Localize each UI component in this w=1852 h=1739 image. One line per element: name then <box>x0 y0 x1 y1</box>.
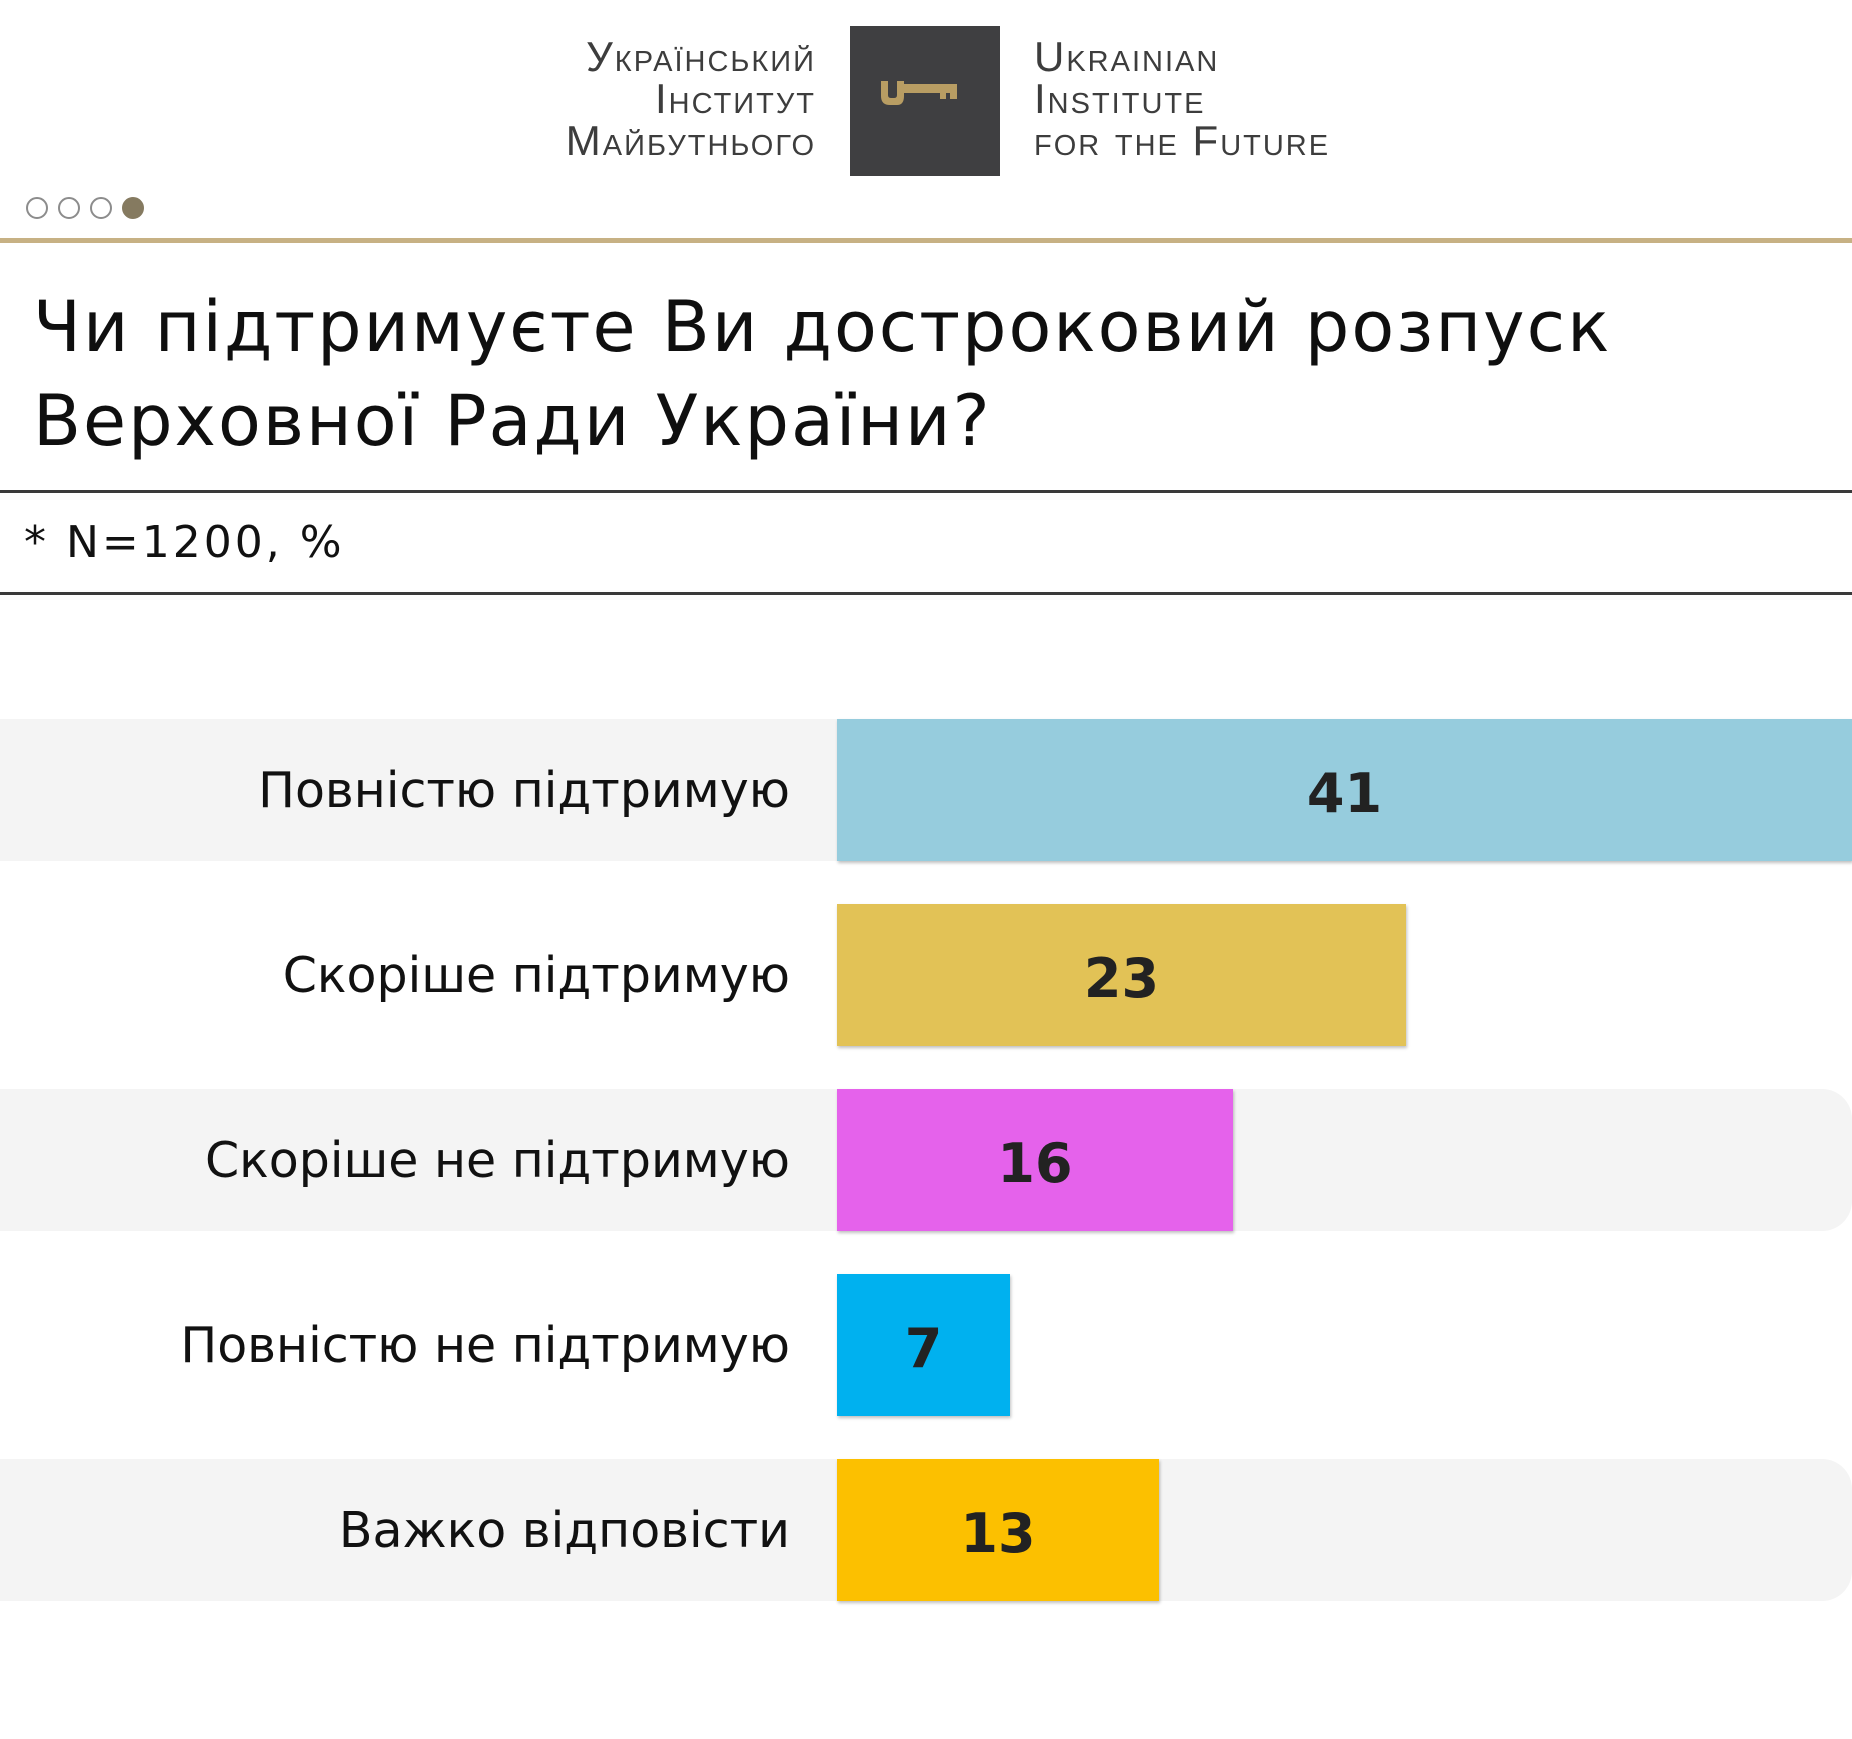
header-divider <box>0 238 1852 243</box>
data-label-5: 13 <box>960 1501 1036 1565</box>
data-label-4: 7 <box>904 1316 943 1380</box>
key-icon <box>881 81 957 105</box>
data-label-1: 41 <box>1306 761 1383 825</box>
logo-ua-line-1: Український <box>586 33 816 80</box>
pagination-dot-4-active[interactable] <box>122 197 144 219</box>
title-divider <box>0 490 1852 493</box>
slide-pagination <box>26 197 144 219</box>
data-label-2: 23 <box>1083 946 1160 1010</box>
logo-en-line-3: for the Future <box>1034 117 1331 164</box>
chart-title-line-1: Чи підтримуєте Ви достроковий розпуск <box>33 286 1612 368</box>
category-label-5: Важко відповісти <box>338 1501 790 1559</box>
category-label-2: Скоріше підтримую <box>282 946 790 1004</box>
chart-title-line-2: Верховної Ради України? <box>33 380 992 462</box>
category-label-4: Повністю не підтримую <box>180 1316 790 1374</box>
logo-ua-line-2: Інститут <box>654 75 816 122</box>
pagination-dot-3[interactable] <box>90 197 112 219</box>
note-divider <box>0 592 1852 595</box>
logo-text-ukrainian: Український Інститут Майбутнього <box>566 36 816 162</box>
logo-en-line-1: Ukrainian <box>1034 33 1220 80</box>
sample-note: * N=1200, % <box>24 517 345 568</box>
pagination-dot-2[interactable] <box>58 197 80 219</box>
logo-text-english: Ukrainian Institute for the Future <box>1034 36 1330 162</box>
data-label-3: 16 <box>997 1131 1073 1195</box>
category-label-3: Скоріше не підтримую <box>204 1131 790 1189</box>
bar-1: 41 <box>837 719 1852 861</box>
chart-title: Чи підтримуєте Ви достроковий розпуск Ве… <box>33 280 1833 468</box>
category-label-1: Повністю підтримую <box>258 761 790 819</box>
logo-ua-line-3: Майбутнього <box>565 117 816 164</box>
pagination-dot-1[interactable] <box>26 197 48 219</box>
bar-2: 23 <box>837 904 1406 1046</box>
bar-5: 13 <box>837 1459 1159 1601</box>
bar-4: 7 <box>837 1274 1010 1416</box>
header: Український Інститут Майбутнього Ukraini… <box>0 0 1852 245</box>
bar-3: 16 <box>837 1089 1233 1231</box>
logo-box <box>850 26 1000 176</box>
logo-en-line-2: Institute <box>1034 75 1206 122</box>
